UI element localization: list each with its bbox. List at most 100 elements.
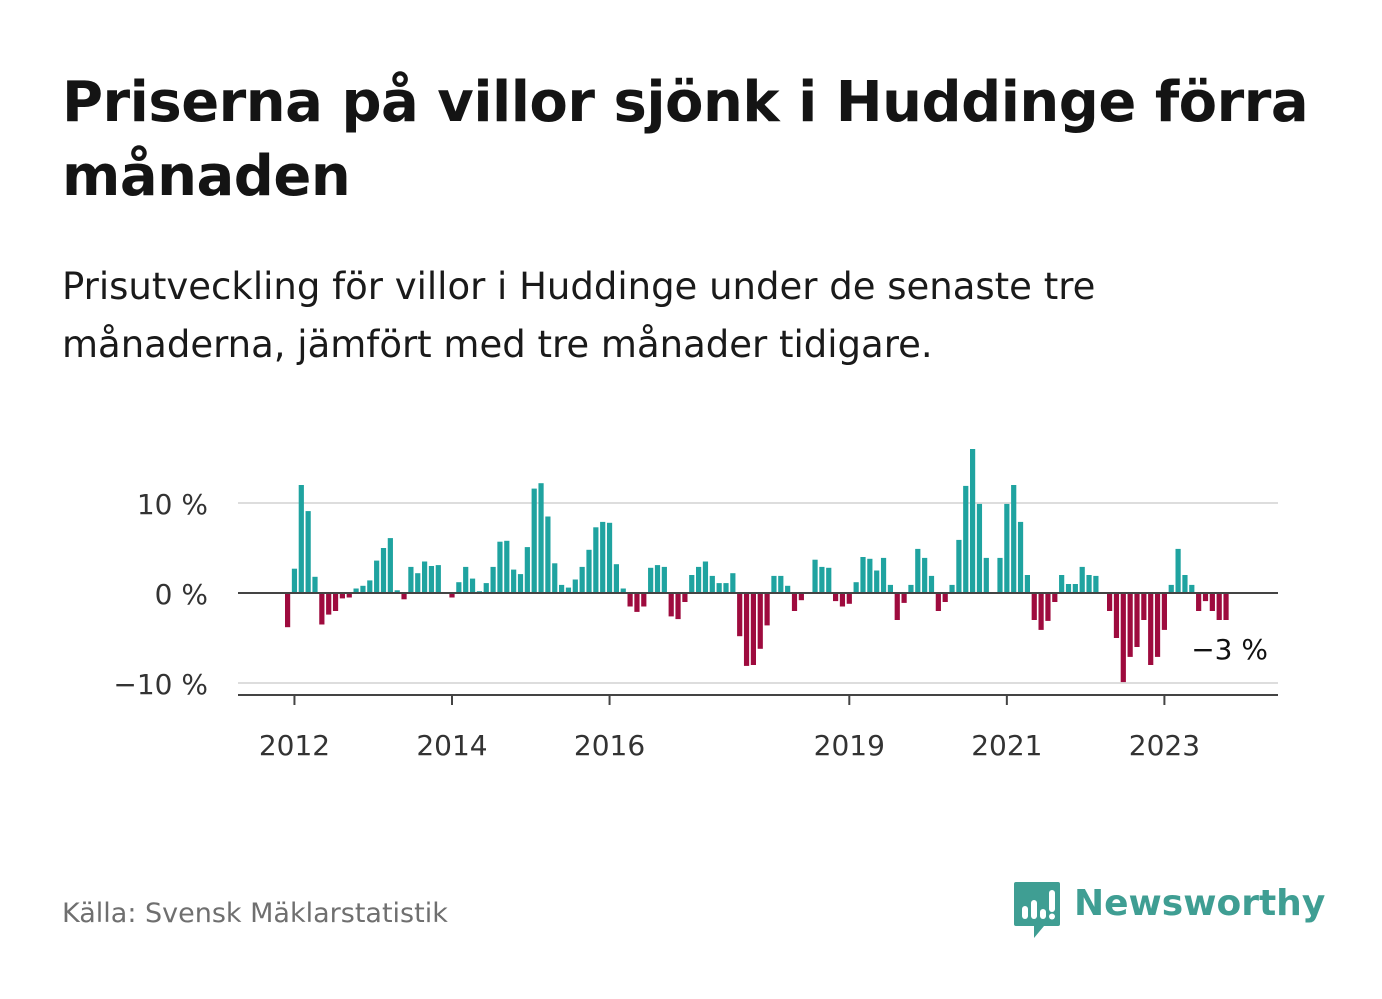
bar (935, 593, 941, 611)
bar (1038, 593, 1044, 630)
bar (353, 588, 359, 593)
bar (339, 593, 345, 599)
bar (743, 593, 750, 666)
bar (723, 583, 729, 593)
bar (346, 593, 352, 598)
bar (750, 593, 756, 665)
x-tick-label: 2023 (1129, 729, 1200, 762)
bar (1161, 593, 1167, 630)
bar (319, 593, 325, 625)
y-tick-label: 0 % (155, 578, 208, 611)
bar (1072, 584, 1078, 593)
bar (880, 557, 887, 593)
bar (1202, 593, 1209, 602)
bar (374, 560, 380, 593)
grid-lines (238, 502, 1278, 684)
bar (1093, 575, 1099, 593)
bar (778, 575, 784, 593)
bar (428, 566, 435, 593)
bar (435, 565, 441, 593)
bar (956, 539, 962, 593)
bar (1120, 593, 1126, 683)
bar (531, 488, 537, 593)
bar (593, 527, 599, 593)
bar (764, 593, 770, 626)
bar (791, 593, 798, 611)
bars (285, 449, 1229, 683)
bar (997, 557, 1003, 593)
bar (565, 587, 572, 593)
chart-title: Priserna på villor sjönk i Huddinge förr… (62, 70, 1309, 209)
bar (1031, 593, 1037, 620)
bar (298, 485, 304, 593)
bar (538, 483, 544, 593)
bar (839, 593, 846, 607)
bar (1189, 584, 1195, 593)
bar (1059, 575, 1065, 593)
bar (469, 578, 476, 593)
bar (846, 593, 852, 604)
bar (312, 576, 318, 593)
bar (394, 590, 400, 593)
bar (901, 593, 907, 603)
bar (1182, 575, 1188, 593)
bar (1065, 584, 1072, 593)
y-tick-label: 10 % (137, 488, 208, 521)
bar (1024, 575, 1030, 593)
bar (613, 564, 619, 593)
bar (1086, 575, 1092, 593)
bar (579, 566, 585, 593)
bar (682, 593, 688, 602)
bar (545, 516, 551, 593)
bar (812, 559, 818, 593)
bar (860, 557, 866, 593)
bar (853, 582, 859, 593)
brand-logo[interactable]: Newsworthy (1012, 880, 1325, 940)
x-tick-label: 2014 (416, 729, 487, 762)
bar (668, 593, 674, 617)
bar (552, 563, 558, 593)
bar (1004, 503, 1010, 593)
bar (511, 569, 517, 593)
bar (387, 538, 393, 593)
bar (559, 584, 565, 593)
bar (1154, 593, 1161, 657)
bar (1045, 593, 1051, 621)
bar (1079, 566, 1085, 593)
bar (983, 557, 989, 593)
bar (648, 567, 654, 593)
bar (963, 485, 969, 593)
newsworthy-logo-icon (1014, 882, 1060, 938)
bar (1017, 521, 1024, 593)
bar (942, 593, 948, 602)
bar (771, 575, 777, 593)
bar (702, 561, 709, 593)
bar (627, 593, 633, 607)
bar (696, 566, 702, 593)
x-tick-label: 2016 (574, 729, 645, 762)
bar (1168, 584, 1174, 593)
last-value-label: −3 % (1191, 633, 1268, 666)
bar (449, 593, 455, 598)
bar (332, 593, 339, 611)
brand-name: Newsworthy (1074, 883, 1326, 924)
bar (894, 593, 900, 620)
bar (517, 574, 524, 593)
bar (833, 593, 839, 602)
bar (572, 579, 578, 593)
bar (1209, 593, 1215, 611)
bar (305, 511, 311, 593)
bar (326, 593, 332, 615)
bar (1223, 593, 1229, 620)
bar (291, 568, 298, 593)
axes (238, 592, 1278, 705)
bar (716, 583, 722, 593)
bar (785, 585, 791, 593)
bar (1107, 593, 1113, 611)
bar (497, 541, 503, 593)
bar (600, 521, 606, 593)
bar (606, 522, 613, 593)
bar (661, 566, 667, 593)
source-note: Källa: Svensk Mäklarstatistik (62, 898, 448, 929)
bar (737, 593, 743, 637)
